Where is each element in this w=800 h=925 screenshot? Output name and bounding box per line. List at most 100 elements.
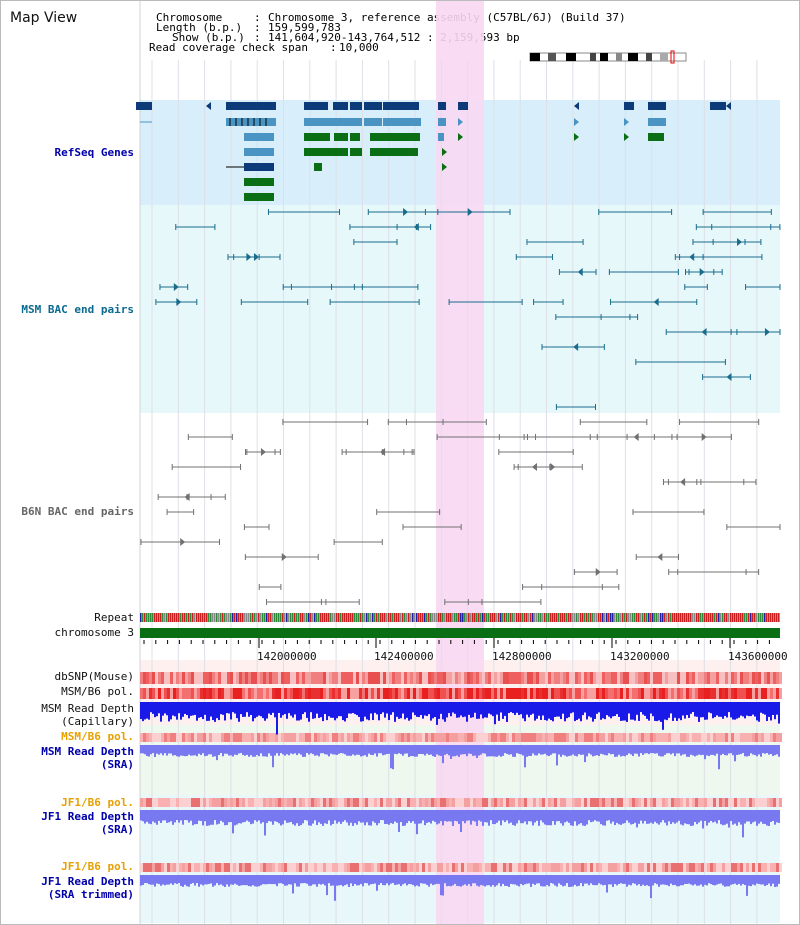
read-depth-bar (490, 875, 492, 887)
read-depth-bar (496, 875, 498, 886)
repeat-feature (242, 613, 244, 622)
snp-cell (515, 733, 518, 742)
read-depth-bar (178, 875, 180, 884)
read-depth-bar (384, 875, 386, 886)
read-depth-bar (634, 810, 636, 823)
repeat-feature (352, 613, 354, 622)
snp-cell (275, 798, 278, 807)
snp-cell (461, 688, 464, 699)
read-depth-bar (362, 745, 364, 756)
snp-cell (350, 733, 353, 742)
snp-cell (383, 733, 386, 742)
read-depth-bar (196, 875, 198, 884)
read-depth-bar (726, 875, 728, 887)
snp-cell (653, 863, 656, 872)
read-depth-bar (456, 875, 458, 886)
read-depth-bar (698, 810, 700, 823)
snp-cell (692, 798, 695, 807)
ideogram-band (600, 53, 608, 61)
snp-cell (158, 733, 161, 742)
read-depth-bar (270, 745, 272, 756)
read-depth-bar (292, 810, 294, 825)
snp-cell (683, 863, 686, 872)
snp-cell (413, 688, 416, 699)
snp-cell (545, 672, 548, 684)
snp-cell (356, 688, 359, 699)
snp-cell (155, 688, 158, 699)
read-depth-bar (352, 875, 354, 887)
read-depth-bar (286, 810, 288, 823)
repeat-feature (754, 613, 756, 622)
repeat-feature (340, 613, 342, 622)
msm-bac-label: MSM BAC end pairs (21, 303, 134, 316)
snp-cell (464, 672, 467, 684)
read-depth-bar (514, 745, 516, 757)
read-depth-bar (534, 810, 536, 823)
snp-cell (395, 672, 398, 684)
read-depth-bar (464, 745, 466, 755)
snp-cell (218, 688, 221, 699)
read-depth-bar (190, 810, 192, 821)
read-depth-bar (268, 875, 270, 884)
snp-cell (398, 863, 401, 872)
snp-cell (245, 672, 248, 684)
snp-cell (770, 688, 773, 699)
snp-cell (728, 672, 731, 684)
read-depth-bar (648, 745, 650, 755)
read-depth-bar (504, 875, 506, 886)
read-depth-bar (382, 702, 384, 713)
read-depth-bar (224, 702, 226, 721)
snp-cell (449, 672, 452, 684)
read-depth-bar (592, 745, 594, 757)
read-depth-bar (750, 875, 752, 887)
read-depth-bar (558, 745, 560, 755)
snp-cell (728, 863, 731, 872)
read-depth-bar (198, 702, 200, 718)
read-depth-bar (622, 810, 624, 824)
read-depth-bar (314, 702, 316, 719)
snp-cell (260, 798, 263, 807)
read-depth-bar (624, 875, 626, 884)
repeat-feature (322, 613, 324, 622)
read-depth-bar (322, 875, 324, 884)
read-depth-bar (536, 745, 538, 756)
snp-cell (752, 863, 755, 872)
read-depth-bar (324, 810, 326, 824)
repeat-feature (622, 613, 624, 622)
gene-feature (364, 118, 382, 126)
read-depth-bar (240, 810, 242, 824)
read-depth-bar (502, 875, 504, 884)
repeat-feature (544, 613, 546, 622)
read-depth-bar (644, 702, 646, 716)
snp-cell (356, 672, 359, 684)
snp-cell (524, 863, 527, 872)
snp-cell (350, 798, 353, 807)
read-depth-bar (630, 875, 632, 886)
read-depth-bar (180, 702, 182, 720)
read-depth-bar (738, 875, 740, 884)
read-depth-bar (488, 875, 490, 886)
repeat-feature (768, 613, 770, 622)
gene-arrow (574, 118, 579, 126)
read-depth-bar (512, 702, 514, 714)
read-depth-bar (660, 810, 662, 823)
read-depth-bar (556, 875, 558, 887)
read-depth-bar (618, 702, 620, 717)
snp-cell (509, 733, 512, 742)
read-depth-bar (400, 702, 402, 719)
snp-cell (491, 798, 494, 807)
read-depth-bar (730, 810, 732, 822)
read-depth-bar (608, 745, 610, 754)
repeat-feature (684, 613, 686, 622)
read-depth-bar (360, 810, 362, 823)
snp-cell (770, 672, 773, 684)
read-depth-bar (540, 875, 542, 887)
read-depth-bar (742, 875, 744, 885)
snp-cell (317, 798, 320, 807)
snp-cell (242, 672, 245, 684)
snp-cell (611, 672, 614, 684)
snp-cell (290, 688, 293, 699)
snp-cell (506, 688, 509, 699)
repeat-feature (190, 613, 192, 622)
